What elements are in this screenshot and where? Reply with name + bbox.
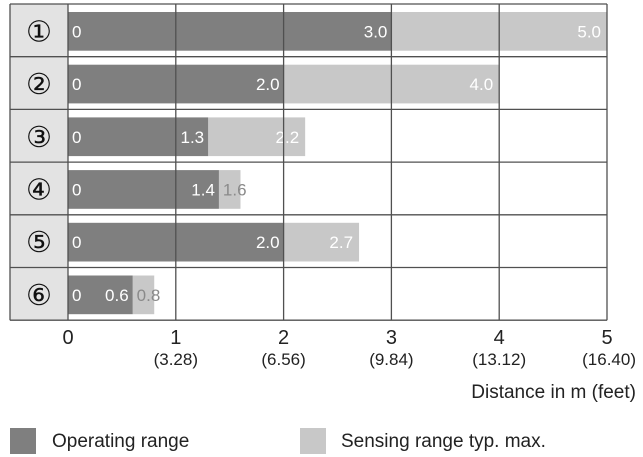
row-label: ③ xyxy=(26,122,52,154)
row-label: ⑥ xyxy=(26,280,52,312)
bar-zero-label: 0 xyxy=(72,128,81,147)
x-tick-sublabel: (13.12) xyxy=(472,350,526,369)
row-label: ① xyxy=(26,16,52,48)
x-tick-label: 1 xyxy=(170,327,181,349)
sensing-value-label: 0.8 xyxy=(137,286,161,305)
x-tick-sublabel: (16.40) xyxy=(582,350,636,369)
bar-zero-label: 0 xyxy=(72,233,81,252)
sensing-value-label: 5.0 xyxy=(577,22,601,41)
sensing-range-bar xyxy=(208,117,306,157)
row-label: ⑤ xyxy=(26,227,52,259)
x-tick-label: 3 xyxy=(386,327,397,349)
operating-value-label: 0.6 xyxy=(105,286,129,305)
row-label: ④ xyxy=(26,174,52,206)
operating-range-bar xyxy=(68,12,392,51)
x-tick-sublabel: (3.28) xyxy=(154,350,198,369)
operating-value-label: 1.4 xyxy=(191,180,215,199)
x-tick-label: 0 xyxy=(62,327,73,349)
sensing-range-bar xyxy=(218,170,241,209)
operating-value-label: 2.0 xyxy=(256,75,280,94)
bar-zero-label: 0 xyxy=(72,75,81,94)
sensing-value-label: 1.6 xyxy=(223,180,247,199)
x-tick-label: 2 xyxy=(278,327,289,349)
sensing-value-label: 4.0 xyxy=(470,75,494,94)
bar-zero-label: 0 xyxy=(72,22,81,41)
x-tick-label: 5 xyxy=(601,327,612,349)
legend-label-operating: Operating range xyxy=(52,431,189,452)
sensing-value-label: 2.7 xyxy=(329,233,353,252)
operating-value-label: 3.0 xyxy=(364,22,388,41)
operating-value-label: 2.0 xyxy=(256,233,280,252)
operating-range-bar xyxy=(68,170,219,209)
bar-zero-label: 0 xyxy=(72,180,81,199)
sensing-range-bar xyxy=(283,222,360,262)
legend-swatch-operating xyxy=(10,428,36,454)
x-tick-sublabel: (6.56) xyxy=(261,350,305,369)
row-label: ② xyxy=(26,69,52,101)
legend-label-sensing: Sensing range typ. max. xyxy=(341,431,546,452)
operating-range-bar xyxy=(68,117,209,157)
x-tick-sublabel: (9.84) xyxy=(369,350,413,369)
sensing-range-bar xyxy=(132,275,155,315)
sensing-value-label: 2.2 xyxy=(276,128,300,147)
bar-zero-label: 0 xyxy=(72,286,81,305)
x-axis-title: Distance in m (feet) xyxy=(471,382,636,403)
operating-value-label: 1.3 xyxy=(180,128,204,147)
x-tick-label: 4 xyxy=(494,327,505,349)
legend-swatch-sensing xyxy=(300,428,326,454)
operating-range-bar xyxy=(68,275,133,315)
